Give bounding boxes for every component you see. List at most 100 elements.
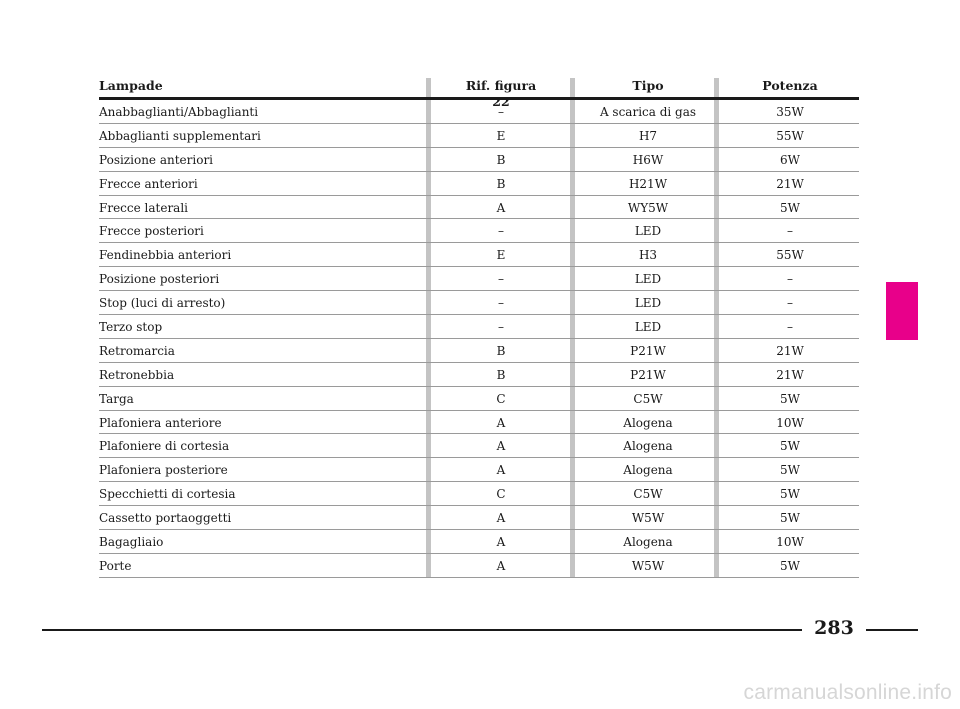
table-row: Terzo stop – LED –: [99, 315, 859, 339]
lamp-name-cell: Fendinebbia anteriori: [99, 248, 232, 263]
bulb-type-cell: W5W: [631, 558, 665, 573]
table-row: Abbaglianti supplementari E H7 55W: [99, 124, 859, 148]
bulb-type-cell: Alogena: [623, 439, 673, 454]
lamp-name-cell: Specchietti di cortesia: [99, 487, 236, 502]
figure-ref-cell: C: [496, 487, 506, 502]
power-cell: –: [787, 224, 793, 239]
lamp-name-cell: Retromarcia: [99, 343, 175, 358]
lamp-name-cell: Posizione posteriori: [99, 272, 220, 287]
table-row: Frecce anteriori B H21W 21W: [99, 172, 859, 196]
table-row: Posizione anteriori B H6W 6W: [99, 148, 859, 172]
bulb-type-cell: H21W: [628, 176, 668, 191]
lamp-name-cell: Plafoniera anteriore: [99, 415, 222, 430]
table-row: Plafoniere di cortesia A Alogena 5W: [99, 434, 859, 459]
watermark-text: carmanualsonline.info: [743, 681, 952, 704]
bulb-type-cell: P21W: [630, 343, 666, 358]
figure-ref-cell: A: [496, 415, 506, 430]
bulb-type-cell: A scarica di gas: [599, 105, 697, 119]
lamp-name-cell: Posizione anteriori: [99, 152, 214, 167]
figure-ref-cell: B: [496, 343, 506, 358]
lamp-name-cell: Frecce anteriori: [99, 176, 198, 191]
power-cell: –: [787, 272, 793, 287]
power-cell: 5W: [780, 463, 800, 478]
table-row: Retronebbia B P21W 21W: [99, 363, 859, 387]
bulb-type-cell: LED: [634, 320, 662, 335]
figure-ref-cell: –: [498, 105, 504, 119]
power-cell: 10W: [776, 415, 804, 430]
lamp-name-cell: Targa: [99, 391, 134, 406]
figure-ref-cell: B: [496, 152, 506, 167]
lamp-name-cell: Plafoniere di cortesia: [99, 439, 230, 454]
bulb-type-cell: WY5W: [627, 200, 669, 215]
lamp-name-cell: Terzo stop: [99, 320, 163, 335]
figure-ref-cell: A: [496, 535, 506, 550]
bulb-type-cell: H7: [638, 128, 658, 143]
power-cell: 21W: [776, 343, 804, 358]
bulb-type-cell: LED: [634, 272, 662, 287]
lamp-name-cell: Frecce laterali: [99, 200, 189, 215]
lamp-name-cell: Cassetto portaoggetti: [99, 511, 232, 526]
bulb-type-cell: Alogena: [623, 535, 673, 550]
table-row: Porte A W5W 5W: [99, 554, 859, 578]
header-rule: [99, 97, 859, 100]
figure-ref-cell: –: [498, 296, 504, 311]
lamp-name-cell: Anabbaglianti/Abbaglianti: [99, 105, 259, 119]
power-cell: 5W: [780, 558, 800, 573]
lamp-name-cell: Retronebbia: [99, 367, 175, 382]
bulb-type-cell: H6W: [632, 152, 664, 167]
power-cell: 5W: [780, 511, 800, 526]
bulb-type-cell: P21W: [630, 367, 666, 382]
figure-ref-cell: A: [496, 511, 506, 526]
power-cell: 5W: [780, 439, 800, 454]
figure-ref-cell: A: [496, 463, 506, 478]
figure-ref-cell: B: [496, 367, 506, 382]
power-cell: 21W: [776, 176, 804, 191]
lamp-name-cell: Plafoniera posteriore: [99, 463, 228, 478]
lamp-table-body: Anabbaglianti/Abbaglianti – A scarica di g…: [99, 100, 859, 578]
bulb-type-cell: Alogena: [623, 463, 673, 478]
figure-ref-cell: E: [496, 248, 506, 263]
bulb-type-cell: W5W: [631, 511, 665, 526]
figure-ref-cell: A: [496, 439, 506, 454]
table-row: Fendinebbia anteriori E H3 55W: [99, 243, 859, 268]
power-cell: 55W: [776, 248, 804, 263]
header-potenza: Potenza: [762, 78, 818, 93]
table-row: Posizione posteriori – LED –: [99, 267, 859, 292]
table-row: Bagagliaio A Alogena 10W: [99, 530, 859, 554]
lamp-name-cell: Stop (luci di arresto): [99, 296, 226, 311]
table-row: Stop (luci di arresto) – LED –: [99, 291, 859, 316]
table-row: Targa C C5W 5W: [99, 387, 859, 411]
footer-rule-right: [866, 629, 918, 631]
power-cell: –: [787, 320, 793, 335]
bulb-type-cell: C5W: [633, 391, 663, 406]
footer-rule-left: [42, 629, 802, 631]
figure-ref-cell: –: [498, 224, 504, 239]
column-divider-potenza: [714, 78, 719, 578]
lamp-name-cell: Abbaglianti supplementari: [99, 128, 261, 143]
figure-ref-cell: C: [496, 391, 506, 406]
power-cell: 5W: [780, 200, 800, 215]
power-cell: 5W: [780, 487, 800, 502]
figure-ref-cell: A: [496, 558, 506, 573]
section-tab-marker: [886, 282, 918, 340]
power-cell: 5W: [780, 391, 800, 406]
column-divider-tipo: [570, 78, 575, 578]
header-lampade: Lampade: [99, 78, 163, 93]
bulb-type-cell: C5W: [633, 487, 663, 502]
header-tipo: Tipo: [632, 78, 664, 93]
figure-ref-cell: E: [496, 128, 506, 143]
power-cell: 21W: [776, 367, 804, 382]
table-row: Frecce posteriori – LED –: [99, 219, 859, 244]
lamp-name-cell: Bagagliaio: [99, 535, 164, 550]
power-cell: 55W: [776, 128, 804, 143]
lamp-name-cell: Frecce posteriori: [99, 224, 204, 239]
bulb-type-cell: Alogena: [623, 415, 673, 430]
table-row: Frecce laterali A WY5W 5W: [99, 196, 859, 220]
table-row: Specchietti di cortesia C C5W 5W: [99, 482, 859, 507]
figure-ref-cell: B: [496, 176, 506, 191]
table-row: Plafoniera posteriore A Alogena 5W: [99, 458, 859, 483]
power-cell: 6W: [780, 152, 800, 167]
page-number: 283: [814, 617, 854, 639]
figure-ref-cell: –: [498, 320, 504, 335]
bulb-type-cell: LED: [634, 224, 662, 239]
